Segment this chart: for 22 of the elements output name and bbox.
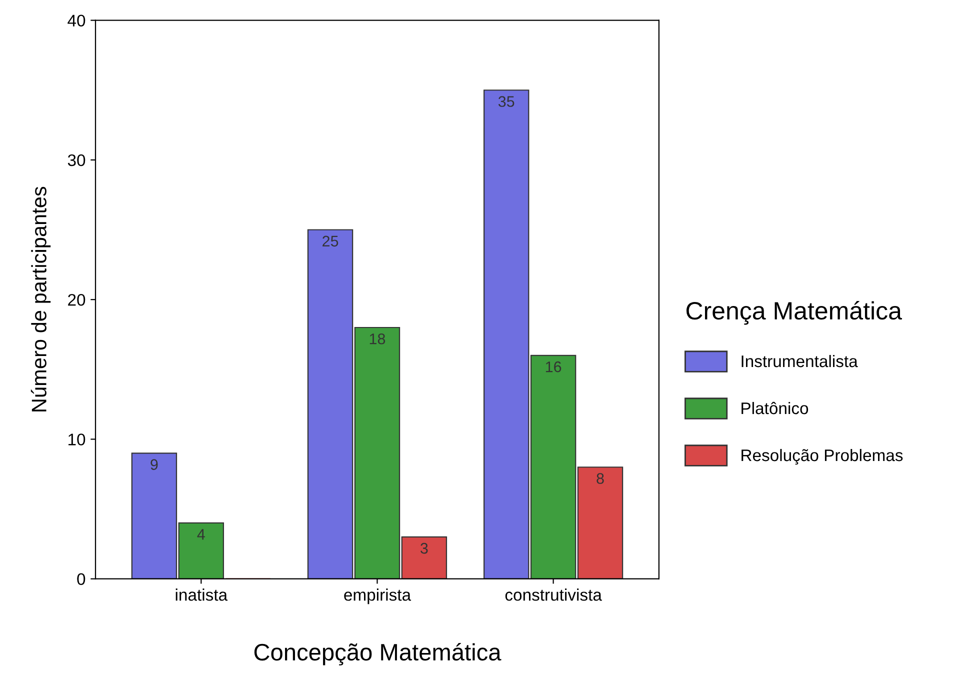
- data-label: 3: [420, 542, 428, 554]
- y-tick-label: 10: [68, 434, 86, 446]
- data-label: 9: [150, 459, 158, 470]
- legend-label: Platônico: [742, 402, 808, 414]
- data-label: 4: [197, 529, 205, 540]
- x-tick-label: empirista: [344, 588, 412, 604]
- legend-title: Crença Matemática: [686, 301, 902, 325]
- x-tick-label: inatista: [176, 588, 228, 601]
- x-axis-title: Concepção Matemática: [254, 642, 502, 666]
- y-tick-label: 0: [77, 573, 86, 586]
- legend-label: Instrumentalista: [742, 354, 858, 368]
- y-axis-title: Número de participantes: [30, 186, 51, 412]
- x-tick-label: construtivista: [505, 588, 602, 601]
- data-label: 35: [498, 96, 514, 107]
- data-label: 25: [322, 236, 338, 247]
- y-tick-label: 40: [68, 14, 86, 27]
- data-label: 18: [370, 333, 386, 344]
- data-label: 8: [596, 473, 604, 484]
- data-label: 16: [546, 361, 562, 372]
- legend-label: Resolução Problemas: [742, 448, 903, 465]
- y-tick-label: 30: [68, 154, 86, 166]
- y-tick-label: 20: [68, 294, 86, 306]
